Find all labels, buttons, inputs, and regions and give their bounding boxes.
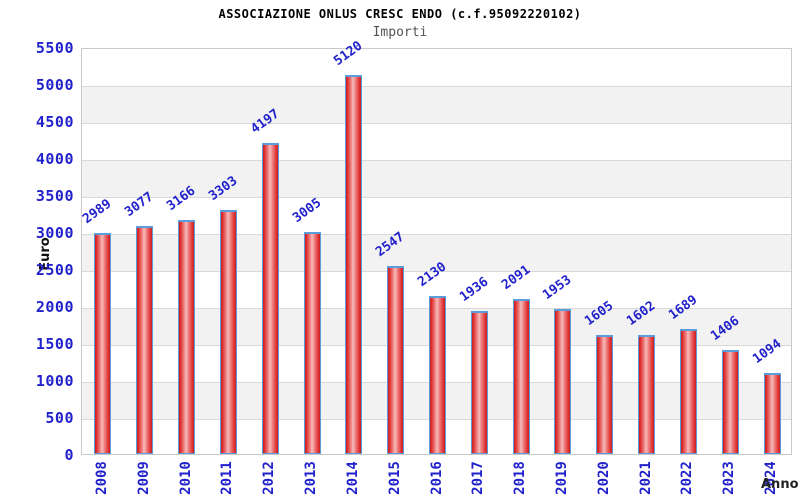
bar-2021	[638, 335, 656, 454]
bar-2024	[763, 373, 781, 454]
x-tick-label-2022: 2022	[679, 461, 696, 495]
chart-title: ASSOCIAZIONE ONLUS CRESC ENDO (c.f.95092…	[218, 7, 582, 21]
background-band	[82, 160, 791, 197]
x-tick-label-2017: 2017	[470, 461, 487, 495]
bar-2023	[721, 350, 739, 454]
y-tick-label: 4000	[35, 150, 74, 168]
plot-area: 2989 3077 3166 3303 4197 3005 5120 2547 2130 1936…	[81, 38, 792, 455]
bar-2011	[219, 210, 237, 454]
bar-2018	[512, 299, 530, 454]
background-band	[82, 49, 791, 86]
bar-2016	[429, 296, 446, 454]
bar-2015	[387, 266, 405, 454]
y-tick-label: 0	[64, 446, 74, 464]
x-tick-label-2020: 2020	[595, 461, 612, 495]
gridline	[82, 234, 791, 235]
y-tick-label: 500	[45, 409, 74, 427]
bar-2022	[679, 329, 697, 454]
bar-2013	[303, 232, 321, 454]
gridline	[82, 86, 791, 87]
bar-2017	[470, 311, 488, 454]
y-tick-label: 4500	[35, 113, 74, 131]
bar-2012	[261, 143, 279, 454]
x-tick-label-2012: 2012	[261, 461, 278, 495]
background-band	[82, 86, 791, 123]
x-tick-label-2015: 2015	[386, 461, 403, 495]
x-tick-label-2019: 2019	[553, 461, 570, 495]
gridline	[82, 197, 791, 198]
y-tick-label: 2000	[35, 298, 74, 316]
x-tick-label-2009: 2009	[135, 461, 152, 495]
background-band	[82, 123, 791, 160]
gridline	[82, 123, 791, 124]
bar-2019	[554, 309, 572, 454]
y-tick-label: 5500	[35, 39, 74, 57]
bar-2020	[596, 335, 614, 454]
x-tick-label-2010: 2010	[177, 461, 194, 495]
background-band	[82, 234, 791, 271]
y-tick-label: 3000	[35, 224, 74, 242]
bar-2009	[136, 226, 154, 454]
y-tick-label: 1000	[35, 372, 74, 390]
x-tick-label-2021: 2021	[637, 461, 654, 495]
x-tick-label-2023: 2023	[721, 461, 738, 495]
bar-2014	[345, 75, 363, 454]
x-tick-label-2016: 2016	[428, 461, 445, 495]
x-axis-title: Anno	[761, 477, 799, 492]
y-tick-label: 1500	[35, 335, 74, 353]
bar-2010	[178, 220, 196, 454]
x-tick-label-2014: 2014	[344, 461, 361, 495]
x-tick-label-2018: 2018	[512, 461, 529, 495]
gridline	[82, 160, 791, 161]
y-tick-label: 2500	[35, 261, 74, 279]
y-tick-label: 3500	[35, 187, 74, 205]
bar-2008	[94, 233, 112, 454]
x-tick-label-2008: 2008	[93, 461, 110, 495]
y-tick-label: 5000	[35, 76, 74, 94]
x-tick-label-2011: 2011	[219, 461, 236, 495]
gridline	[82, 271, 791, 272]
x-tick-label-2013: 2013	[303, 461, 320, 495]
chart-subtitle: Importi	[372, 25, 428, 40]
